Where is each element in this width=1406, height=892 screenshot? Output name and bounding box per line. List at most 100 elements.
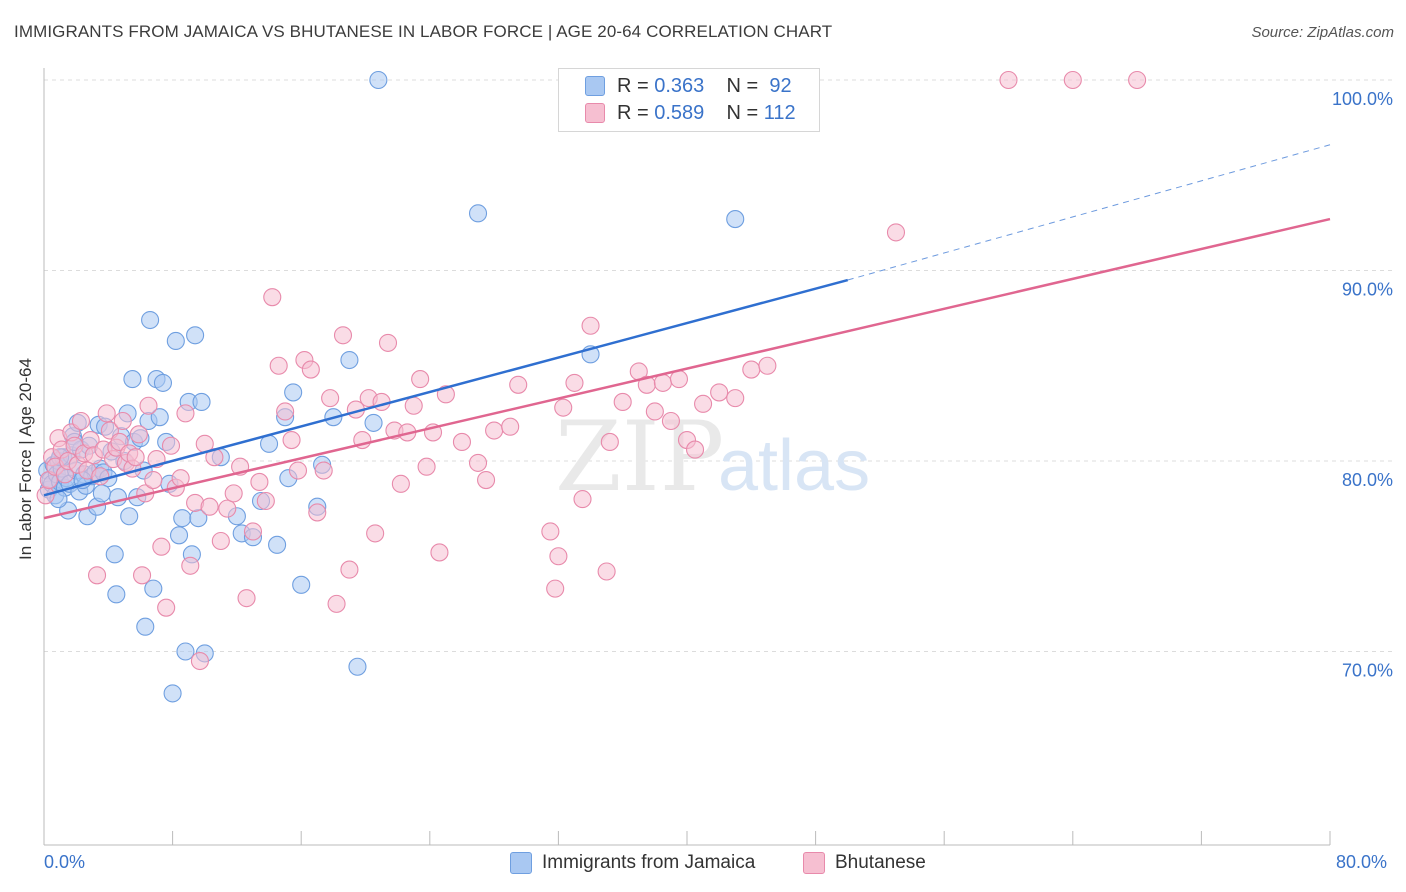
bhutanese-point [321, 389, 340, 408]
bhutanese-trend-line [43, 217, 1331, 520]
legend-label-bhutanese: Bhutanese [835, 852, 926, 873]
bhutanese-point [288, 461, 308, 480]
bhutanese-point [554, 398, 573, 417]
chart-title: IMMIGRANTS FROM JAMAICA VS BHUTANESE IN … [14, 22, 833, 41]
bhutanese-point [282, 430, 301, 450]
bhutanese-point [685, 440, 705, 459]
bhutanese-point [218, 499, 237, 518]
bhutanese-point [87, 566, 107, 585]
jamaica-point [141, 310, 160, 330]
bhutanese-point [999, 70, 1018, 90]
bhutanese-point [378, 333, 398, 352]
jamaica-point [186, 326, 205, 345]
legend-row-bhutanese: R = 0.589 N = 112 [585, 100, 796, 126]
legend-swatch-jamaica [510, 852, 532, 874]
jamaica-trend-line [43, 278, 849, 497]
bhutanese-point [549, 547, 568, 566]
bhutanese-point [1063, 70, 1082, 90]
bhutanese-point [301, 360, 320, 379]
correlation-legend: R = 0.363 N = 92 R = 0.589 N = 112 [558, 68, 820, 132]
x-tick-label-max: 80.0% [1336, 852, 1388, 872]
bhutanese-point [404, 396, 423, 415]
jamaica-point [107, 585, 126, 604]
legend-r-value: 0.589 [654, 101, 705, 124]
bhutanese-point [886, 223, 906, 242]
bhutanese-point [237, 589, 256, 608]
jamaica-point [259, 434, 279, 453]
bhutanese-point [430, 543, 449, 562]
y-tick-label: 80.0% [1342, 470, 1393, 490]
bhutanese-point [477, 470, 496, 490]
legend-r-label: R = [617, 101, 649, 124]
bhutanese-point [263, 288, 282, 307]
bhutanese-point [161, 436, 181, 455]
series-legend: Immigrants from Jamaica Bhutanese [0, 852, 1406, 878]
jamaica-point [340, 350, 359, 370]
bhutanese-point [372, 392, 391, 411]
bhutanese-point [726, 389, 745, 408]
jamaica-point [136, 617, 155, 636]
bhutanese-point [97, 404, 116, 423]
bhutanese-point [501, 417, 520, 436]
bhutanese-point [573, 490, 592, 509]
bhutanese-point [653, 373, 672, 392]
jamaica-trend-extension [847, 144, 1331, 281]
y-tick-label: 100.0% [1332, 89, 1393, 109]
jamaica-point [153, 373, 173, 392]
bhutanese-point [250, 472, 269, 492]
jamaica-point [192, 392, 211, 411]
bhutanese-point [200, 497, 219, 516]
bhutanese-point [224, 484, 243, 503]
bhutanese-point [411, 370, 430, 389]
legend-label-jamaica: Immigrants from Jamaica [542, 852, 756, 873]
bhutanese-point [308, 503, 327, 522]
bhutanese-point [139, 396, 158, 415]
bhutanese-point [661, 411, 680, 431]
bhutanese-point [391, 474, 410, 493]
bhutanese-point [333, 326, 353, 345]
y-tick-label: 90.0% [1342, 280, 1393, 300]
jamaica-point [284, 383, 303, 402]
bhutanese-point [366, 524, 385, 543]
jamaica-point [364, 413, 383, 432]
bhutanese-point [340, 560, 359, 579]
bhutanese-point [269, 356, 288, 375]
bhutanese-point [742, 360, 761, 379]
bhutanese-point [1128, 70, 1147, 90]
watermark: atlas [718, 426, 870, 506]
jamaica-point [144, 579, 163, 598]
jamaica-point [173, 509, 192, 528]
jamaica-point [169, 526, 189, 545]
bhutanese-point [126, 448, 145, 467]
jamaica-point [176, 642, 195, 661]
legend-n-value: 112 [763, 101, 796, 124]
bhutanese-point [509, 375, 528, 394]
legend-item-bhutanese: Bhutanese [803, 852, 926, 874]
bhutanese-point [600, 432, 619, 452]
bhutanese-point [211, 531, 230, 551]
bhutanese-point [144, 470, 163, 490]
jamaica-point [268, 535, 287, 554]
bhutanese-point [541, 522, 560, 541]
jamaica-point [468, 204, 488, 223]
bhutanese-point [613, 392, 632, 411]
bhutanese-point [546, 579, 565, 598]
jamaica-point [120, 507, 139, 526]
bhutanese-point [694, 394, 713, 413]
bhutanese-point [565, 373, 584, 392]
legend-n-value: 92 [769, 74, 792, 97]
bhutanese-point [452, 432, 472, 452]
bhutanese-point [133, 566, 152, 585]
legend-swatch-bhutanese [585, 103, 605, 123]
bhutanese-point [243, 522, 263, 541]
x-tick-label-min: 0.0% [44, 852, 86, 872]
bhutanese-point [152, 537, 171, 556]
jamaica-point [150, 408, 169, 427]
jamaica-point [726, 210, 745, 229]
bhutanese-point [71, 411, 91, 431]
legend-swatch-bhutanese [803, 852, 825, 874]
bhutanese-point [276, 402, 295, 421]
bhutanese-point [597, 562, 616, 581]
jamaica-point [348, 657, 367, 676]
jamaica-point [105, 545, 124, 564]
